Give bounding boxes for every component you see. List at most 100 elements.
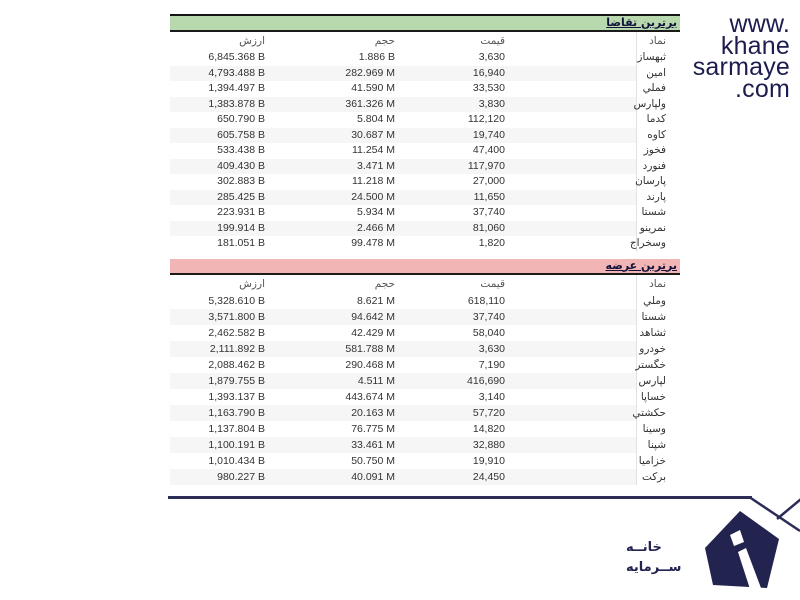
supply-table-header: ارزش حجم قیمت نماد: [170, 274, 680, 293]
cell-price: 11,650: [473, 190, 505, 203]
cell-value: 3,571.800 B: [208, 310, 265, 323]
table-row: 2,111.892 B 581.788 M 3,630 خودرو: [170, 340, 680, 357]
cell-price: 32,880: [472, 438, 505, 451]
logo-house-slit: [738, 548, 761, 589]
cell-spacer: [505, 373, 636, 389]
logo-text-line2: ســرمایه: [626, 560, 682, 575]
cell-symbol: ولپارس: [633, 96, 680, 112]
demand-table-body: 6,845.368 B 1.886 B 3,630 ثبهساز 4,793.488 B…: [170, 50, 680, 252]
cell-price: 58,040: [472, 326, 505, 339]
cell-spacer: [505, 325, 636, 341]
table-row: 4,793.488 B 282.969 M 16,940 امین: [170, 65, 680, 81]
cell-spacer: [505, 293, 636, 309]
cell-price: 112,120: [467, 113, 505, 125]
khane-sarmaye-logo-icon: [705, 496, 800, 589]
table-row: 1,137.804 B 76.775 M 14,820 وسینا: [170, 420, 680, 437]
column-header-spacer: [505, 32, 636, 50]
cell-spacer: [505, 205, 636, 221]
cell-spacer: [505, 112, 636, 128]
cell-symbol: پارند: [636, 189, 680, 205]
column-header-value: ارزش: [239, 35, 265, 47]
table-row: 650.790 B 5.804 M 112,120 کدما: [170, 112, 680, 128]
cell-symbol: خزاميا: [636, 452, 680, 469]
cell-value: 1,383.878 B: [208, 97, 265, 110]
cell-value: 2,088.462 B: [208, 358, 265, 371]
cell-price: 16,940: [472, 66, 505, 79]
cell-price: 117,970: [467, 159, 505, 172]
column-header-spacer: [505, 275, 636, 293]
table-row: 1,393.137 B 443.674 M 3,140 خساپا: [170, 388, 680, 405]
cell-volume: 30.687 M: [351, 128, 395, 141]
cell-price: 7,190: [478, 358, 505, 371]
cell-price: 3,830: [478, 97, 505, 110]
cell-symbol: شستا: [636, 205, 680, 221]
cell-price: 3,140: [478, 390, 505, 403]
column-header-price: قیمت: [480, 277, 505, 290]
column-header-symbol: نماد: [636, 274, 680, 293]
cell-volume: 99.478 M: [351, 237, 395, 249]
market-tables: برترین تقاضا ارزش حجم قیمت نماد 6,845.36…: [170, 14, 680, 485]
cell-value: 2,111.892 B: [209, 342, 265, 355]
cell-spacer: [505, 389, 636, 405]
cell-volume: 5.804 M: [357, 113, 395, 125]
cell-symbol: ثشاهد: [636, 324, 680, 341]
cell-price: 3,630: [478, 342, 505, 355]
table-row: 3,571.800 B 94.642 M 37,740 شستا: [170, 308, 680, 325]
cell-symbol: شستا: [636, 308, 680, 325]
cell-spacer: [505, 421, 636, 437]
cell-symbol: برکت: [636, 468, 680, 485]
cell-symbol: وملي: [636, 292, 680, 309]
cell-symbol: امین: [636, 65, 680, 81]
table-row: 2,088.462 B 290.468 M 7,190 خگستر: [170, 356, 680, 373]
table-row: 1,394.497 B 41.590 M 33,530 فملي: [170, 81, 680, 97]
cell-spacer: [505, 309, 636, 325]
watermark-line: www.: [729, 10, 790, 38]
table-row: 1,163.790 B 20.163 M 57,720 حکشتي: [170, 404, 680, 421]
cell-value: 650.790 B: [217, 113, 265, 125]
demand-table-title: برترین تقاضا: [170, 14, 680, 32]
supply-table-body: 5,328.610 B 8.621 M 618,110 وملي 3,571.800 B…: [170, 292, 680, 485]
table-row: 302.883 B 11.218 M 27,000 پارسان: [170, 174, 680, 190]
table-row: 1,100.191 B 33.461 M 32,880 شپنا: [170, 436, 680, 453]
cell-price: 37,740: [472, 310, 505, 323]
cell-value: 605.758 B: [217, 128, 265, 141]
cell-symbol: فملي: [636, 81, 680, 97]
cell-volume: 282.969 M: [345, 66, 395, 79]
cell-volume: 40.091 M: [351, 470, 395, 483]
cell-spacer: [505, 97, 636, 113]
cell-value: 4,793.488 B: [208, 66, 265, 79]
cell-volume: 24.500 M: [351, 190, 395, 203]
cell-value: 6,845.368 B: [208, 51, 265, 63]
column-header-symbol: نماد: [636, 32, 680, 50]
demand-table-header: ارزش حجم قیمت نماد: [170, 32, 680, 50]
table-row: 605.758 B 30.687 M 19,740 کاوه: [170, 127, 680, 143]
cell-volume: 33.461 M: [351, 438, 395, 451]
cell-value: 223.931 B: [217, 206, 265, 218]
cell-price: 81,060: [472, 221, 505, 234]
logo-house-notch: [730, 530, 744, 546]
table-row: 181.051 B 99.478 M 1,820 وسخراج: [170, 236, 680, 252]
table-row: 285.425 B 24.500 M 11,650 پارند: [170, 189, 680, 205]
cell-symbol: کاوه: [636, 127, 680, 143]
cell-volume: 3.471 M: [357, 159, 395, 172]
cell-price: 618,110: [467, 294, 505, 307]
cell-symbol: وسخراج: [630, 236, 680, 252]
watermark-line: .com: [735, 74, 790, 103]
cell-symbol: خساپا: [636, 388, 680, 405]
cell-volume: 361.326 M: [345, 97, 395, 110]
cell-volume: 443.674 M: [345, 390, 395, 403]
cell-spacer: [505, 81, 636, 97]
cell-volume: 4.511 M: [357, 374, 395, 387]
table-row: 409.430 B 3.471 M 117,970 فنورد: [170, 158, 680, 174]
cell-symbol: فنورد: [636, 158, 680, 174]
supply-table-title: برترین عرضه: [170, 258, 680, 275]
table-row: 1,010.434 B 50.750 M 19,910 خزاميا: [170, 452, 680, 469]
cell-price: 47,400: [472, 144, 505, 156]
table-row: 6,845.368 B 1.886 B 3,630 ثبهساز: [170, 50, 680, 66]
cell-volume: 5.934 M: [357, 206, 395, 218]
cell-value: 199.914 B: [217, 221, 265, 234]
cell-symbol: فخوز: [636, 143, 680, 159]
cell-value: 1,393.137 B: [208, 390, 265, 403]
logo-house-shape: [705, 511, 779, 588]
